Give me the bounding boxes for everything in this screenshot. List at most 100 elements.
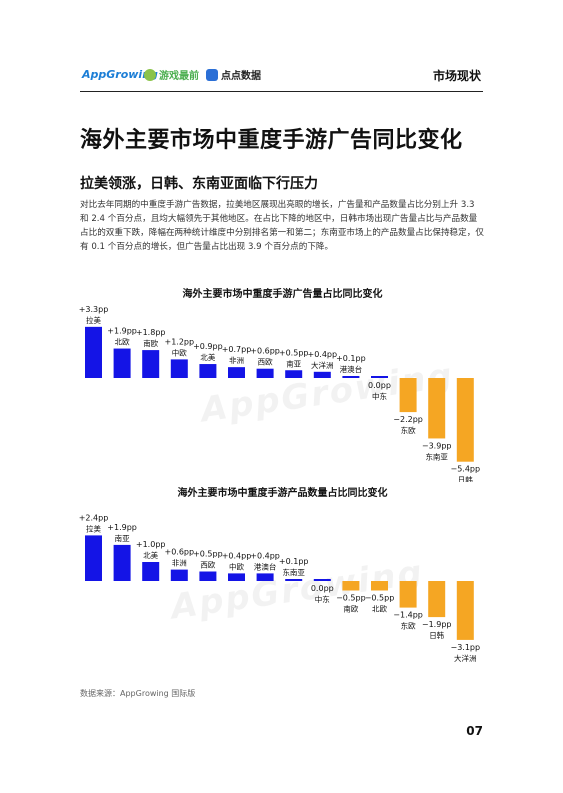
youxizuiqian-logo: 游戏最前 bbox=[144, 67, 199, 82]
bar bbox=[428, 378, 446, 439]
bar bbox=[199, 571, 217, 581]
data-label: +0.7pp bbox=[222, 345, 252, 354]
bar bbox=[342, 376, 360, 378]
category-label: 西欧 bbox=[258, 357, 273, 367]
bar bbox=[85, 535, 102, 581]
bar bbox=[456, 378, 474, 462]
category-label: 非洲 bbox=[172, 558, 187, 568]
data-label: −0.5pp bbox=[365, 594, 395, 603]
data-label: −0.5pp bbox=[336, 594, 366, 603]
ad-volume-chart: 海外主要市场中重度手游广告量占比同比变化 +3.3pp 拉美 +1.9pp 北欧 +1.… bbox=[70, 282, 495, 482]
data-label: +1.2pp bbox=[165, 337, 195, 346]
bar bbox=[228, 573, 245, 581]
category-label: 大洋洲 bbox=[454, 653, 477, 663]
diandian-logo: 点点数据 bbox=[206, 67, 261, 82]
category-label: 中东 bbox=[372, 391, 387, 401]
data-label: −5.4pp bbox=[451, 465, 481, 474]
bar bbox=[199, 364, 217, 378]
bar bbox=[285, 579, 303, 581]
data-label: −1.4pp bbox=[393, 611, 423, 620]
category-label: 北欧 bbox=[115, 337, 130, 347]
data-label: +1.0pp bbox=[136, 540, 166, 549]
category-label: 东南亚 bbox=[425, 451, 448, 461]
data-label: +0.4pp bbox=[222, 551, 252, 560]
data-label: +2.4pp bbox=[79, 513, 109, 522]
data-label: +0.1pp bbox=[336, 354, 366, 363]
data-label: −3.1pp bbox=[451, 643, 481, 652]
header-divider bbox=[80, 91, 483, 92]
bar bbox=[285, 370, 303, 378]
data-label: 0.0pp bbox=[311, 584, 334, 593]
category-label: 中东 bbox=[315, 594, 330, 604]
appgrowing-logo: AppGrowing bbox=[82, 68, 158, 81]
data-label: +0.5pp bbox=[279, 348, 309, 357]
bar bbox=[371, 581, 388, 591]
category-label: 西欧 bbox=[200, 560, 215, 570]
product-count-chart: 海外主要市场中重度手游产品数量占比同比变化 +2.4pp 拉美 +1.9pp 南亚 +1… bbox=[70, 481, 495, 676]
category-label: 拉美 bbox=[86, 523, 101, 533]
bar bbox=[428, 581, 446, 618]
page-header: AppGrowing 游戏最前 点点数据 市场现状 bbox=[82, 66, 481, 86]
bar bbox=[113, 348, 131, 378]
data-label: 0.0pp bbox=[368, 381, 391, 390]
data-source-note: 数据来源：AppGrowing 国际版 bbox=[80, 689, 196, 698]
data-label: +0.4pp bbox=[250, 551, 280, 560]
data-label: −3.9pp bbox=[422, 441, 452, 450]
game-logo-icon bbox=[144, 69, 156, 81]
category-label: 北美 bbox=[200, 352, 215, 362]
data-label: −2.2pp bbox=[393, 415, 423, 424]
data-label: +0.6pp bbox=[250, 347, 280, 356]
chart-title: 海外主要市场中重度手游广告量占比同比变化 bbox=[182, 289, 383, 300]
bar bbox=[313, 579, 331, 581]
bar bbox=[113, 544, 131, 581]
category-label: 东欧 bbox=[401, 425, 416, 435]
category-label: 港澳台 bbox=[254, 561, 277, 571]
data-label: +3.3pp bbox=[79, 305, 109, 314]
data-label: +0.1pp bbox=[279, 557, 309, 566]
category-label: 南亚 bbox=[286, 358, 301, 368]
category-label: 东欧 bbox=[401, 621, 416, 631]
data-label: +1.8pp bbox=[136, 328, 166, 337]
diandian-logo-icon bbox=[206, 69, 218, 81]
data-label: −1.9pp bbox=[422, 620, 452, 629]
data-label: +0.9pp bbox=[193, 342, 223, 351]
bar bbox=[342, 581, 360, 591]
chart-title: 海外主要市场中重度手游产品数量占比同比变化 bbox=[177, 488, 388, 499]
section-tag: 市场现状 bbox=[432, 69, 481, 83]
bar bbox=[85, 326, 102, 378]
body-paragraph: 对比去年同期的中重度手游广告数据，拉美地区展现出亮眼的增长，广告量和产品数量占比… bbox=[80, 200, 484, 252]
category-label: 大洋洲 bbox=[311, 360, 334, 370]
bar bbox=[313, 371, 331, 378]
category-label: 非洲 bbox=[229, 355, 244, 365]
category-label: 北美 bbox=[143, 550, 158, 560]
data-label: +1.9pp bbox=[107, 523, 137, 532]
bar bbox=[228, 367, 245, 378]
category-label: 日韩 bbox=[458, 475, 473, 482]
bar bbox=[170, 569, 188, 581]
category-label: 日韩 bbox=[429, 630, 444, 640]
category-label: 东南亚 bbox=[282, 567, 305, 577]
bar bbox=[399, 378, 417, 413]
category-label: 南欧 bbox=[343, 604, 358, 614]
category-label: 南欧 bbox=[143, 338, 158, 348]
category-label: 中欧 bbox=[229, 561, 244, 571]
bar bbox=[256, 368, 274, 378]
bar bbox=[399, 581, 417, 608]
page-title: 海外主要市场中重度手游广告同比变化 bbox=[80, 128, 463, 153]
category-label: 中欧 bbox=[172, 347, 187, 357]
data-label: +0.6pp bbox=[165, 548, 195, 557]
page-number: 07 bbox=[466, 724, 483, 738]
bar bbox=[456, 581, 474, 640]
bar bbox=[256, 573, 274, 581]
bar bbox=[371, 376, 388, 378]
category-label: 港澳台 bbox=[340, 364, 363, 374]
bar bbox=[142, 562, 160, 581]
bar bbox=[170, 359, 188, 378]
bar bbox=[142, 350, 160, 378]
category-label: 南亚 bbox=[115, 533, 130, 543]
section-subtitle: 拉美领涨，日韩、东南亚面临下行压力 bbox=[80, 176, 318, 192]
data-label: +1.9pp bbox=[107, 327, 137, 336]
data-label: +0.5pp bbox=[193, 550, 223, 559]
